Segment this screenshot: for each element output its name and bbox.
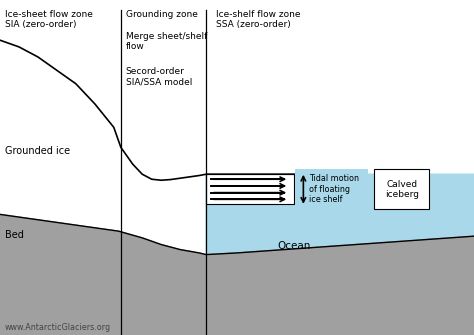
Text: Secord-order
SIA/SSA model: Secord-order SIA/SSA model (126, 67, 192, 86)
Text: Grounded ice: Grounded ice (5, 146, 70, 156)
Text: Merge sheet/shelf
flow: Merge sheet/shelf flow (126, 32, 207, 51)
Text: Ice-sheet flow zone
SIA (zero-order): Ice-sheet flow zone SIA (zero-order) (5, 10, 92, 29)
Text: Grounding zone: Grounding zone (126, 10, 198, 19)
Bar (374, 169, 429, 209)
Polygon shape (206, 174, 474, 255)
Bar (295, 169, 368, 209)
Text: Calved
iceberg: Calved iceberg (385, 180, 419, 199)
Text: Ocean: Ocean (277, 241, 310, 251)
Text: Tidal motion
of floating
ice shelf: Tidal motion of floating ice shelf (309, 175, 359, 204)
Text: www.AntarcticGlaciers.org: www.AntarcticGlaciers.org (5, 323, 111, 332)
Bar (206, 174, 294, 204)
Polygon shape (0, 214, 474, 335)
Text: Ice-shelf flow zone
SSA (zero-order): Ice-shelf flow zone SSA (zero-order) (216, 10, 300, 29)
Text: Bed: Bed (5, 229, 24, 240)
